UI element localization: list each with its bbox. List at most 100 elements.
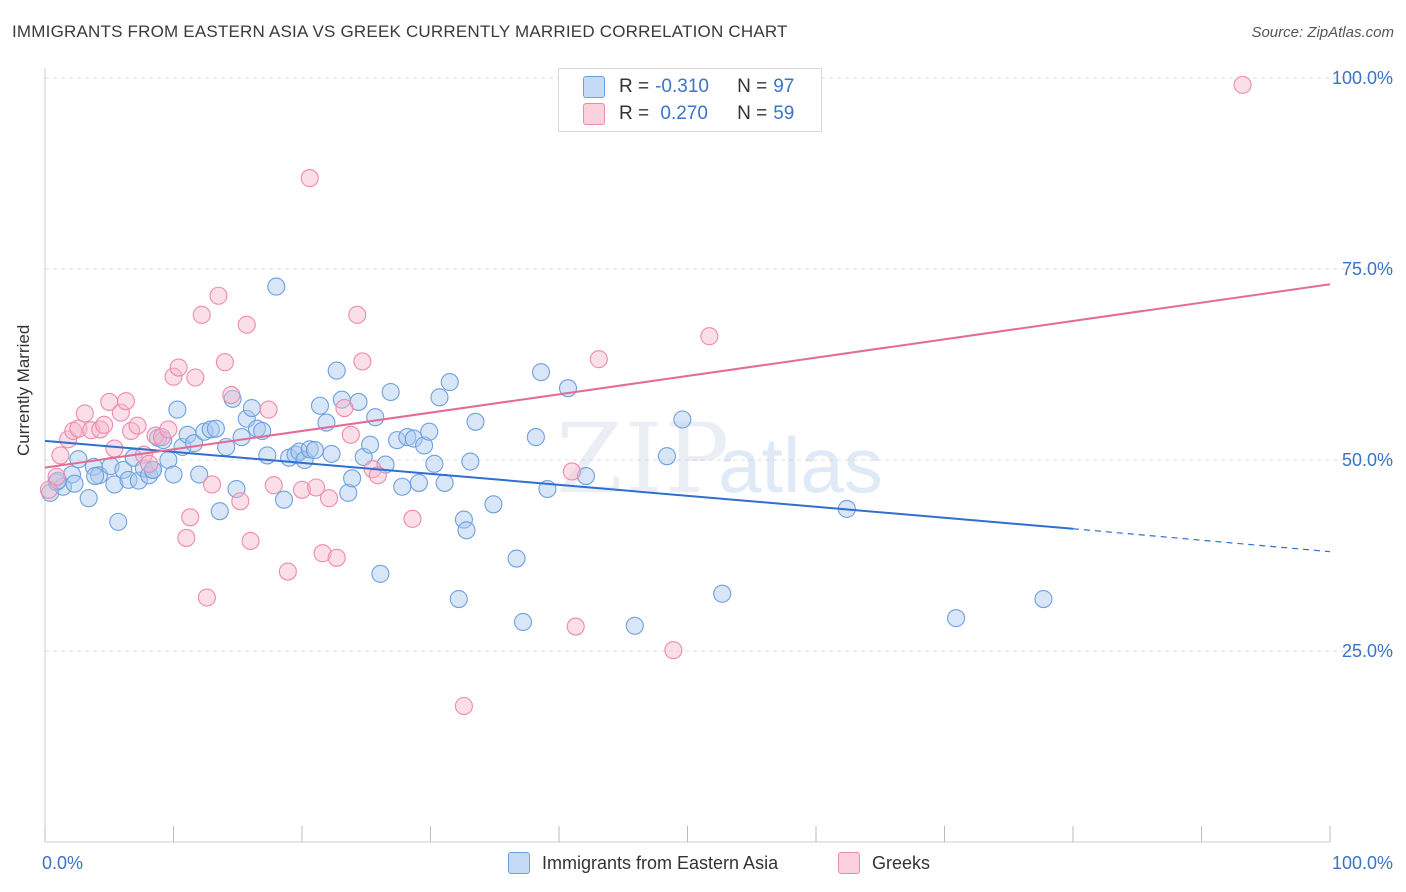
data-point-greeks xyxy=(562,462,581,481)
data-point-greeks xyxy=(111,403,130,422)
data-point-immigrants xyxy=(371,564,390,583)
data-point-immigrants xyxy=(947,609,966,628)
data-point-immigrants xyxy=(190,465,209,484)
data-point-immigrants xyxy=(201,420,220,439)
data-point-greeks xyxy=(209,286,228,305)
y-axis-label: Currently Married xyxy=(14,324,33,456)
data-point-immigrants xyxy=(168,400,187,419)
legend-r-value: -0.310 xyxy=(655,76,709,97)
data-point-immigrants xyxy=(1034,589,1053,609)
legend-r-label: R = xyxy=(619,76,650,97)
data-point-immigrants xyxy=(119,470,138,489)
data-point-immigrants xyxy=(420,422,439,441)
legend-label: Immigrants from Eastern Asia xyxy=(542,852,779,873)
legend-item-immigrants: Immigrants from Eastern Asia xyxy=(508,852,778,874)
trend-lines xyxy=(44,283,1331,553)
trend-line-immigrants xyxy=(44,439,1074,530)
data-point-immigrants xyxy=(327,361,346,380)
data-point-immigrants xyxy=(242,398,261,418)
series-greeks-points xyxy=(39,68,1252,716)
data-point-immigrants xyxy=(526,428,545,447)
data-point-immigrants xyxy=(322,444,341,463)
data-point-immigrants xyxy=(86,466,105,486)
data-point-greeks xyxy=(454,696,473,716)
data-point-immigrants xyxy=(381,382,400,402)
data-point-greeks xyxy=(348,305,367,324)
y-tick-label: 50.0% xyxy=(1342,450,1393,470)
data-point-greeks xyxy=(664,641,683,660)
data-point-immigrants xyxy=(513,612,533,632)
data-point-greeks xyxy=(341,425,360,444)
legend-swatch-blue xyxy=(508,852,530,874)
data-point-immigrants xyxy=(109,512,128,531)
data-point-greeks xyxy=(95,415,114,434)
legend-r-label: R = xyxy=(619,103,650,124)
data-point-immigrants xyxy=(69,450,88,469)
data-point-immigrants xyxy=(206,419,225,438)
data-point-greeks xyxy=(1233,75,1252,94)
data-point-immigrants xyxy=(366,408,385,427)
data-point-greeks xyxy=(589,350,608,369)
data-point-greeks xyxy=(181,508,200,527)
data-point-immigrants xyxy=(430,388,449,407)
data-point-greeks xyxy=(47,467,66,486)
data-point-immigrants xyxy=(339,483,358,502)
trend-line-greeks xyxy=(44,283,1331,469)
data-point-immigrants xyxy=(657,447,676,466)
legend-r-value: 0.270 xyxy=(655,103,708,124)
data-point-greeks xyxy=(164,367,183,386)
data-point-immigrants xyxy=(164,465,183,484)
data-point-immigrants xyxy=(300,440,319,459)
series-legend: Immigrants from Eastern Asia Greeks xyxy=(0,852,1406,878)
data-point-greeks xyxy=(222,386,241,405)
data-point-greeks xyxy=(264,476,283,495)
data-point-greeks xyxy=(75,404,94,423)
data-point-greeks xyxy=(259,400,278,419)
data-point-immigrants xyxy=(65,474,84,493)
legend-swatch-pink xyxy=(838,852,860,874)
data-point-immigrants xyxy=(79,489,98,508)
data-point-greeks xyxy=(105,439,124,458)
data-point-greeks xyxy=(327,548,346,567)
data-point-greeks xyxy=(215,353,234,372)
data-point-greeks xyxy=(203,475,222,494)
data-point-immigrants xyxy=(105,475,124,494)
data-point-greeks xyxy=(140,454,159,473)
data-point-greeks xyxy=(566,617,585,636)
data-point-greeks xyxy=(300,169,319,188)
series-immigrants-points xyxy=(41,277,1053,635)
legend-swatch-pink xyxy=(583,103,605,125)
trend-line-immigrants-extension xyxy=(1072,528,1331,553)
data-point-greeks xyxy=(700,327,719,346)
legend-n-value: 97 xyxy=(773,76,795,97)
data-point-greeks xyxy=(192,305,211,324)
data-point-immigrants xyxy=(409,473,428,492)
legend-n-label: N = xyxy=(737,103,768,124)
data-point-greeks xyxy=(335,398,354,418)
data-point-immigrants xyxy=(305,441,324,460)
data-point-immigrants xyxy=(461,452,480,471)
data-point-immigrants xyxy=(449,589,468,609)
data-point-immigrants xyxy=(361,435,380,454)
data-point-greeks xyxy=(231,492,250,511)
data-point-greeks xyxy=(278,562,297,581)
chart-title: IMMIGRANTS FROM EASTERN ASIA VS GREEK CU… xyxy=(12,22,788,41)
x-tick-label-left: 0.0% xyxy=(42,853,83,873)
data-point-immigrants xyxy=(457,521,476,540)
data-point-immigrants xyxy=(415,436,434,455)
data-point-immigrants xyxy=(531,363,551,382)
data-point-immigrants xyxy=(576,466,596,486)
watermark-atlas: atlas xyxy=(718,421,883,509)
data-point-immigrants xyxy=(484,495,503,514)
data-point-greeks xyxy=(197,588,216,607)
data-point-immigrants xyxy=(343,469,362,488)
data-point-immigrants xyxy=(210,502,229,521)
data-point-greeks xyxy=(319,489,339,508)
data-point-immigrants xyxy=(507,549,526,568)
axes xyxy=(44,68,1331,843)
data-point-immigrants xyxy=(440,373,459,392)
legend-item-greeks: Greeks xyxy=(838,852,930,874)
data-point-greeks xyxy=(177,528,196,547)
data-point-immigrants xyxy=(425,454,444,473)
data-point-greeks xyxy=(128,416,147,435)
